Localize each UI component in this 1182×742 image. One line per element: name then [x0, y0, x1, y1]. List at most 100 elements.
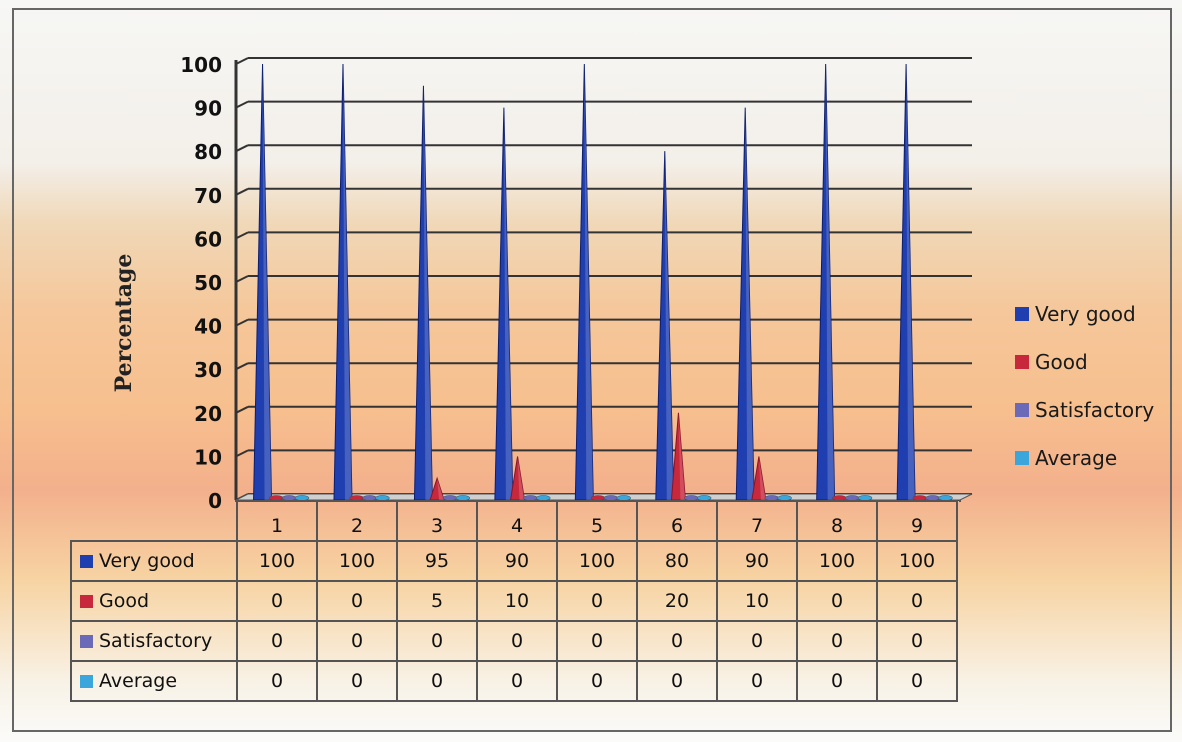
y-tick-label: 40	[194, 315, 222, 339]
table-corner	[71, 501, 237, 541]
table-row-label: Satisfactory	[99, 630, 213, 652]
x-tick-label: 7	[716, 500, 798, 542]
table-cell: 0	[396, 660, 478, 702]
table-cell: 0	[796, 660, 878, 702]
table-cell: 0	[476, 620, 558, 662]
legend-swatch	[1015, 451, 1029, 465]
bar	[509, 456, 526, 501]
legend-label: Average	[1035, 446, 1118, 470]
bar-highlight	[503, 107, 513, 500]
table-row-label: Good	[99, 590, 150, 612]
x-tick-label: 9	[876, 500, 958, 542]
y-tick-label: 20	[194, 402, 222, 426]
bar	[816, 63, 836, 501]
x-tick-label: 3	[396, 500, 478, 542]
bar-highlight	[584, 64, 594, 500]
bar-highlight	[678, 412, 686, 500]
gridline-depth	[235, 318, 249, 327]
table-row: Satisfactory 0 0 0 0 0 0 0 0 0	[70, 620, 958, 662]
table-row-swatch	[80, 555, 93, 568]
gridline-depth	[235, 449, 249, 458]
table-cell: 10	[716, 580, 798, 622]
x-tick-label: 4	[476, 500, 558, 542]
table-row-header: Average	[70, 660, 238, 702]
legend: Very good Good Satisfactory Average	[1015, 290, 1154, 482]
y-tick-label: 0	[208, 489, 222, 513]
bar-highlight	[342, 64, 352, 500]
y-tick-label: 50	[194, 271, 222, 295]
legend-swatch	[1015, 403, 1029, 417]
x-tick-label: 1	[236, 500, 318, 542]
bar	[333, 63, 353, 501]
y-tick-label: 90	[194, 97, 222, 121]
bar	[429, 476, 445, 501]
table-cell: 0	[396, 620, 478, 662]
table-cell: 100	[236, 540, 318, 582]
table-row-swatch	[80, 595, 93, 608]
gridline-depth	[235, 362, 249, 371]
x-tick-label: 5	[556, 500, 638, 542]
table-cell: 0	[316, 580, 398, 622]
legend-swatch	[1015, 355, 1029, 369]
bar	[494, 107, 514, 501]
table-row-label: Very good	[99, 550, 195, 572]
bar	[670, 412, 686, 501]
legend-label: Good	[1035, 350, 1088, 374]
table-cell: 20	[636, 580, 718, 622]
table-cell: 0	[796, 580, 878, 622]
y-tick-label: 60	[194, 227, 222, 251]
table-cell: 100	[316, 540, 398, 582]
bar-highlight	[906, 64, 916, 500]
x-tick-label: 2	[316, 500, 398, 542]
bar	[655, 151, 675, 501]
table-cell: 0	[556, 660, 638, 702]
table-cell: 0	[236, 580, 318, 622]
table-cell: 100	[556, 540, 638, 582]
gridline-depth	[235, 187, 249, 196]
table-cell: 0	[876, 580, 958, 622]
legend-label: Very good	[1035, 302, 1136, 326]
table-cell: 0	[316, 620, 398, 662]
table-row-header: Good	[70, 580, 238, 622]
table-cell: 0	[476, 660, 558, 702]
table-cell: 0	[876, 620, 958, 662]
table-row: Very good 100 100 95 90 100 80 90 100 100	[70, 540, 958, 582]
table-cell: 5	[396, 580, 478, 622]
table-row: Average 0 0 0 0 0 0 0 0 0	[70, 660, 958, 702]
x-tick-label: 8	[796, 500, 878, 542]
bar	[413, 85, 433, 501]
y-tick-label: 80	[194, 140, 222, 164]
bar-highlight	[517, 456, 525, 500]
bar-highlight	[664, 151, 674, 500]
bar	[253, 63, 273, 501]
bar-highlight	[825, 64, 835, 500]
gridline-depth	[235, 100, 249, 109]
table-row-swatch	[80, 675, 93, 688]
table-cell: 10	[476, 580, 558, 622]
gridline-depth	[235, 275, 249, 283]
bar-highlight	[262, 64, 272, 500]
bar-highlight	[745, 107, 755, 500]
table-cell: 90	[716, 540, 798, 582]
table-cell: 0	[236, 620, 318, 662]
table-cell: 0	[556, 580, 638, 622]
bar-highlight	[437, 478, 445, 500]
legend-swatch	[1015, 307, 1029, 321]
table-cell: 0	[716, 660, 798, 702]
legend-item: Good	[1015, 338, 1154, 386]
y-axis-label: Percentage	[111, 253, 137, 393]
table-cell: 0	[556, 620, 638, 662]
table-cell: 100	[796, 540, 878, 582]
bar	[574, 63, 594, 501]
bar	[751, 456, 767, 501]
table-cell: 0	[876, 660, 958, 702]
gridline-depth	[235, 144, 249, 153]
table-row-header: Satisfactory	[70, 620, 238, 662]
table-row-header: Very good	[70, 540, 238, 582]
x-tick-label: 6	[636, 500, 718, 542]
table-cell: 100	[876, 540, 958, 582]
y-tick-label: 30	[194, 358, 222, 382]
legend-item: Very good	[1015, 290, 1154, 338]
